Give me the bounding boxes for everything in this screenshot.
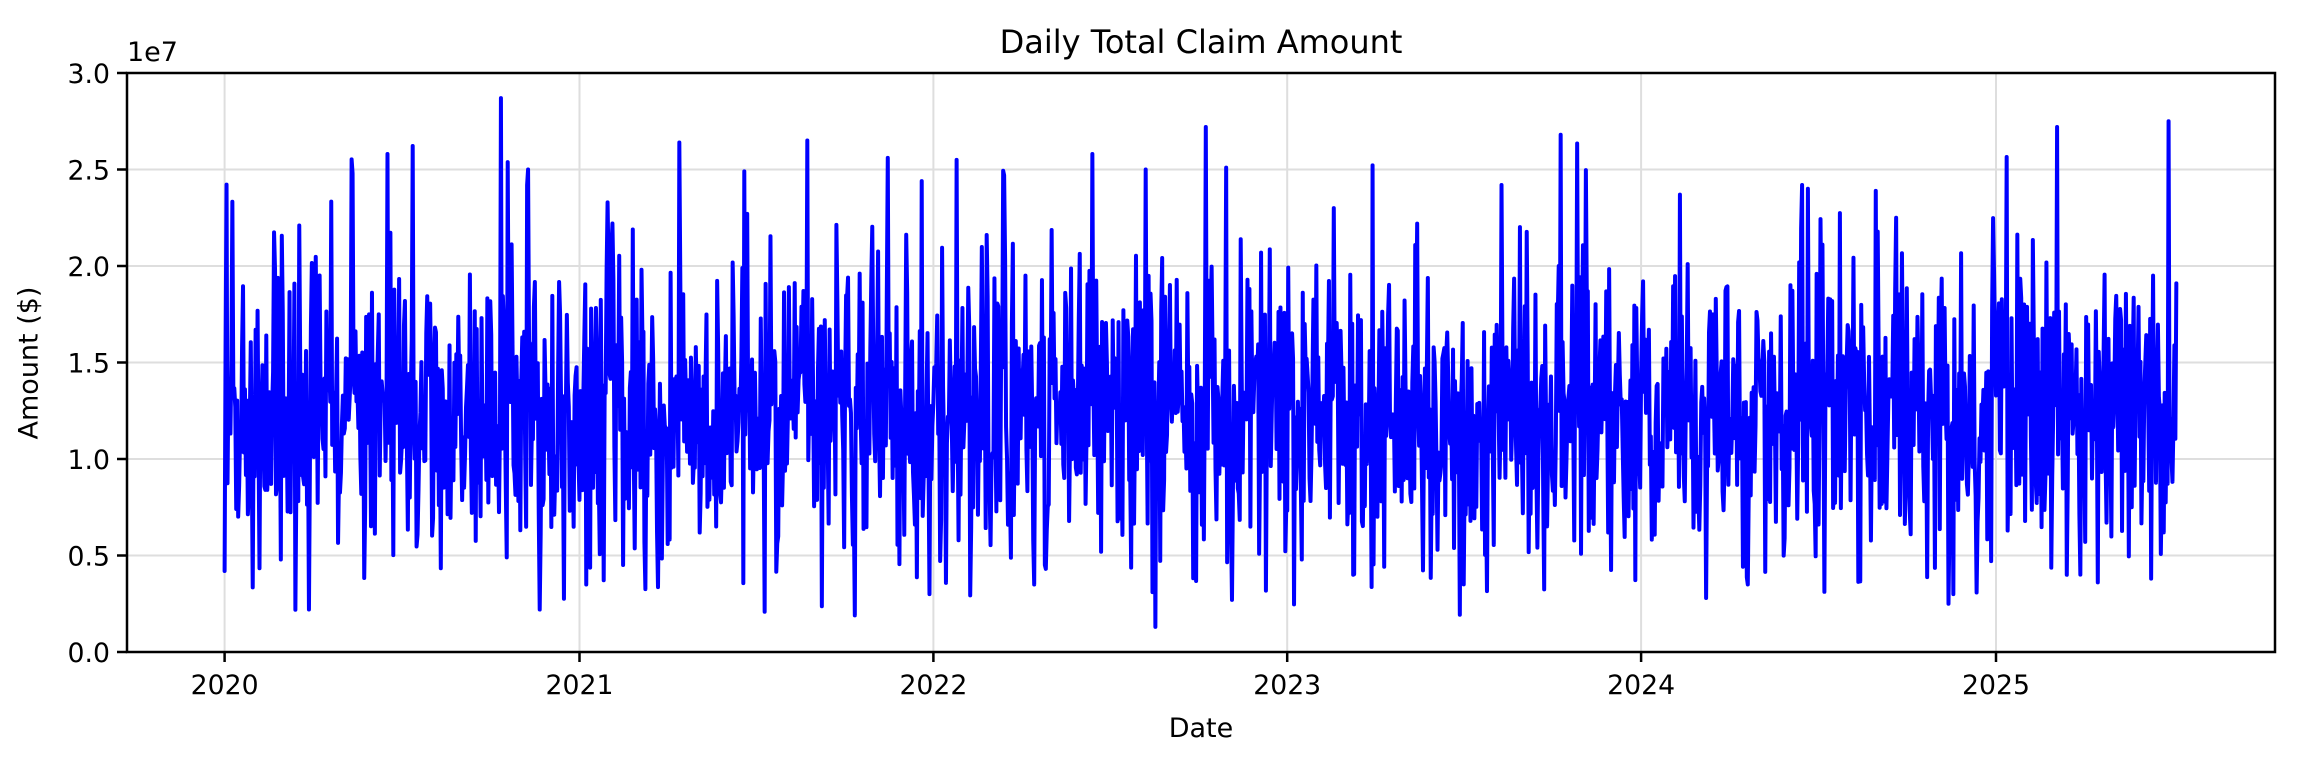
x-tick-label-2023: 2023: [1253, 670, 1321, 701]
y-tick-label-3.0: 3.0: [68, 59, 110, 90]
y-tick-label-0.0: 0.0: [68, 638, 110, 669]
x-tick-label-2022: 2022: [899, 670, 967, 701]
x-axis-label: Date: [1168, 713, 1234, 744]
y-tick-label-1.5: 1.5: [68, 349, 110, 380]
x-tick-label-2025: 2025: [1962, 670, 2030, 701]
series-line: [222, 96, 2179, 629]
x-tick-label-2021: 2021: [546, 670, 614, 701]
y-tick-label-2.0: 2.0: [68, 252, 110, 283]
x-tick-label-2024: 2024: [1607, 670, 1675, 701]
y-tick-label-2.5: 2.5: [68, 156, 110, 187]
chart-title: Daily Total Claim Amount: [999, 23, 1403, 61]
x-tick-label-2020: 2020: [191, 670, 259, 701]
y-tick-label-0.5: 0.5: [68, 542, 110, 573]
y-tick-label-1.0: 1.0: [68, 445, 110, 476]
y-axis-offset-label: 1e7: [127, 37, 178, 68]
